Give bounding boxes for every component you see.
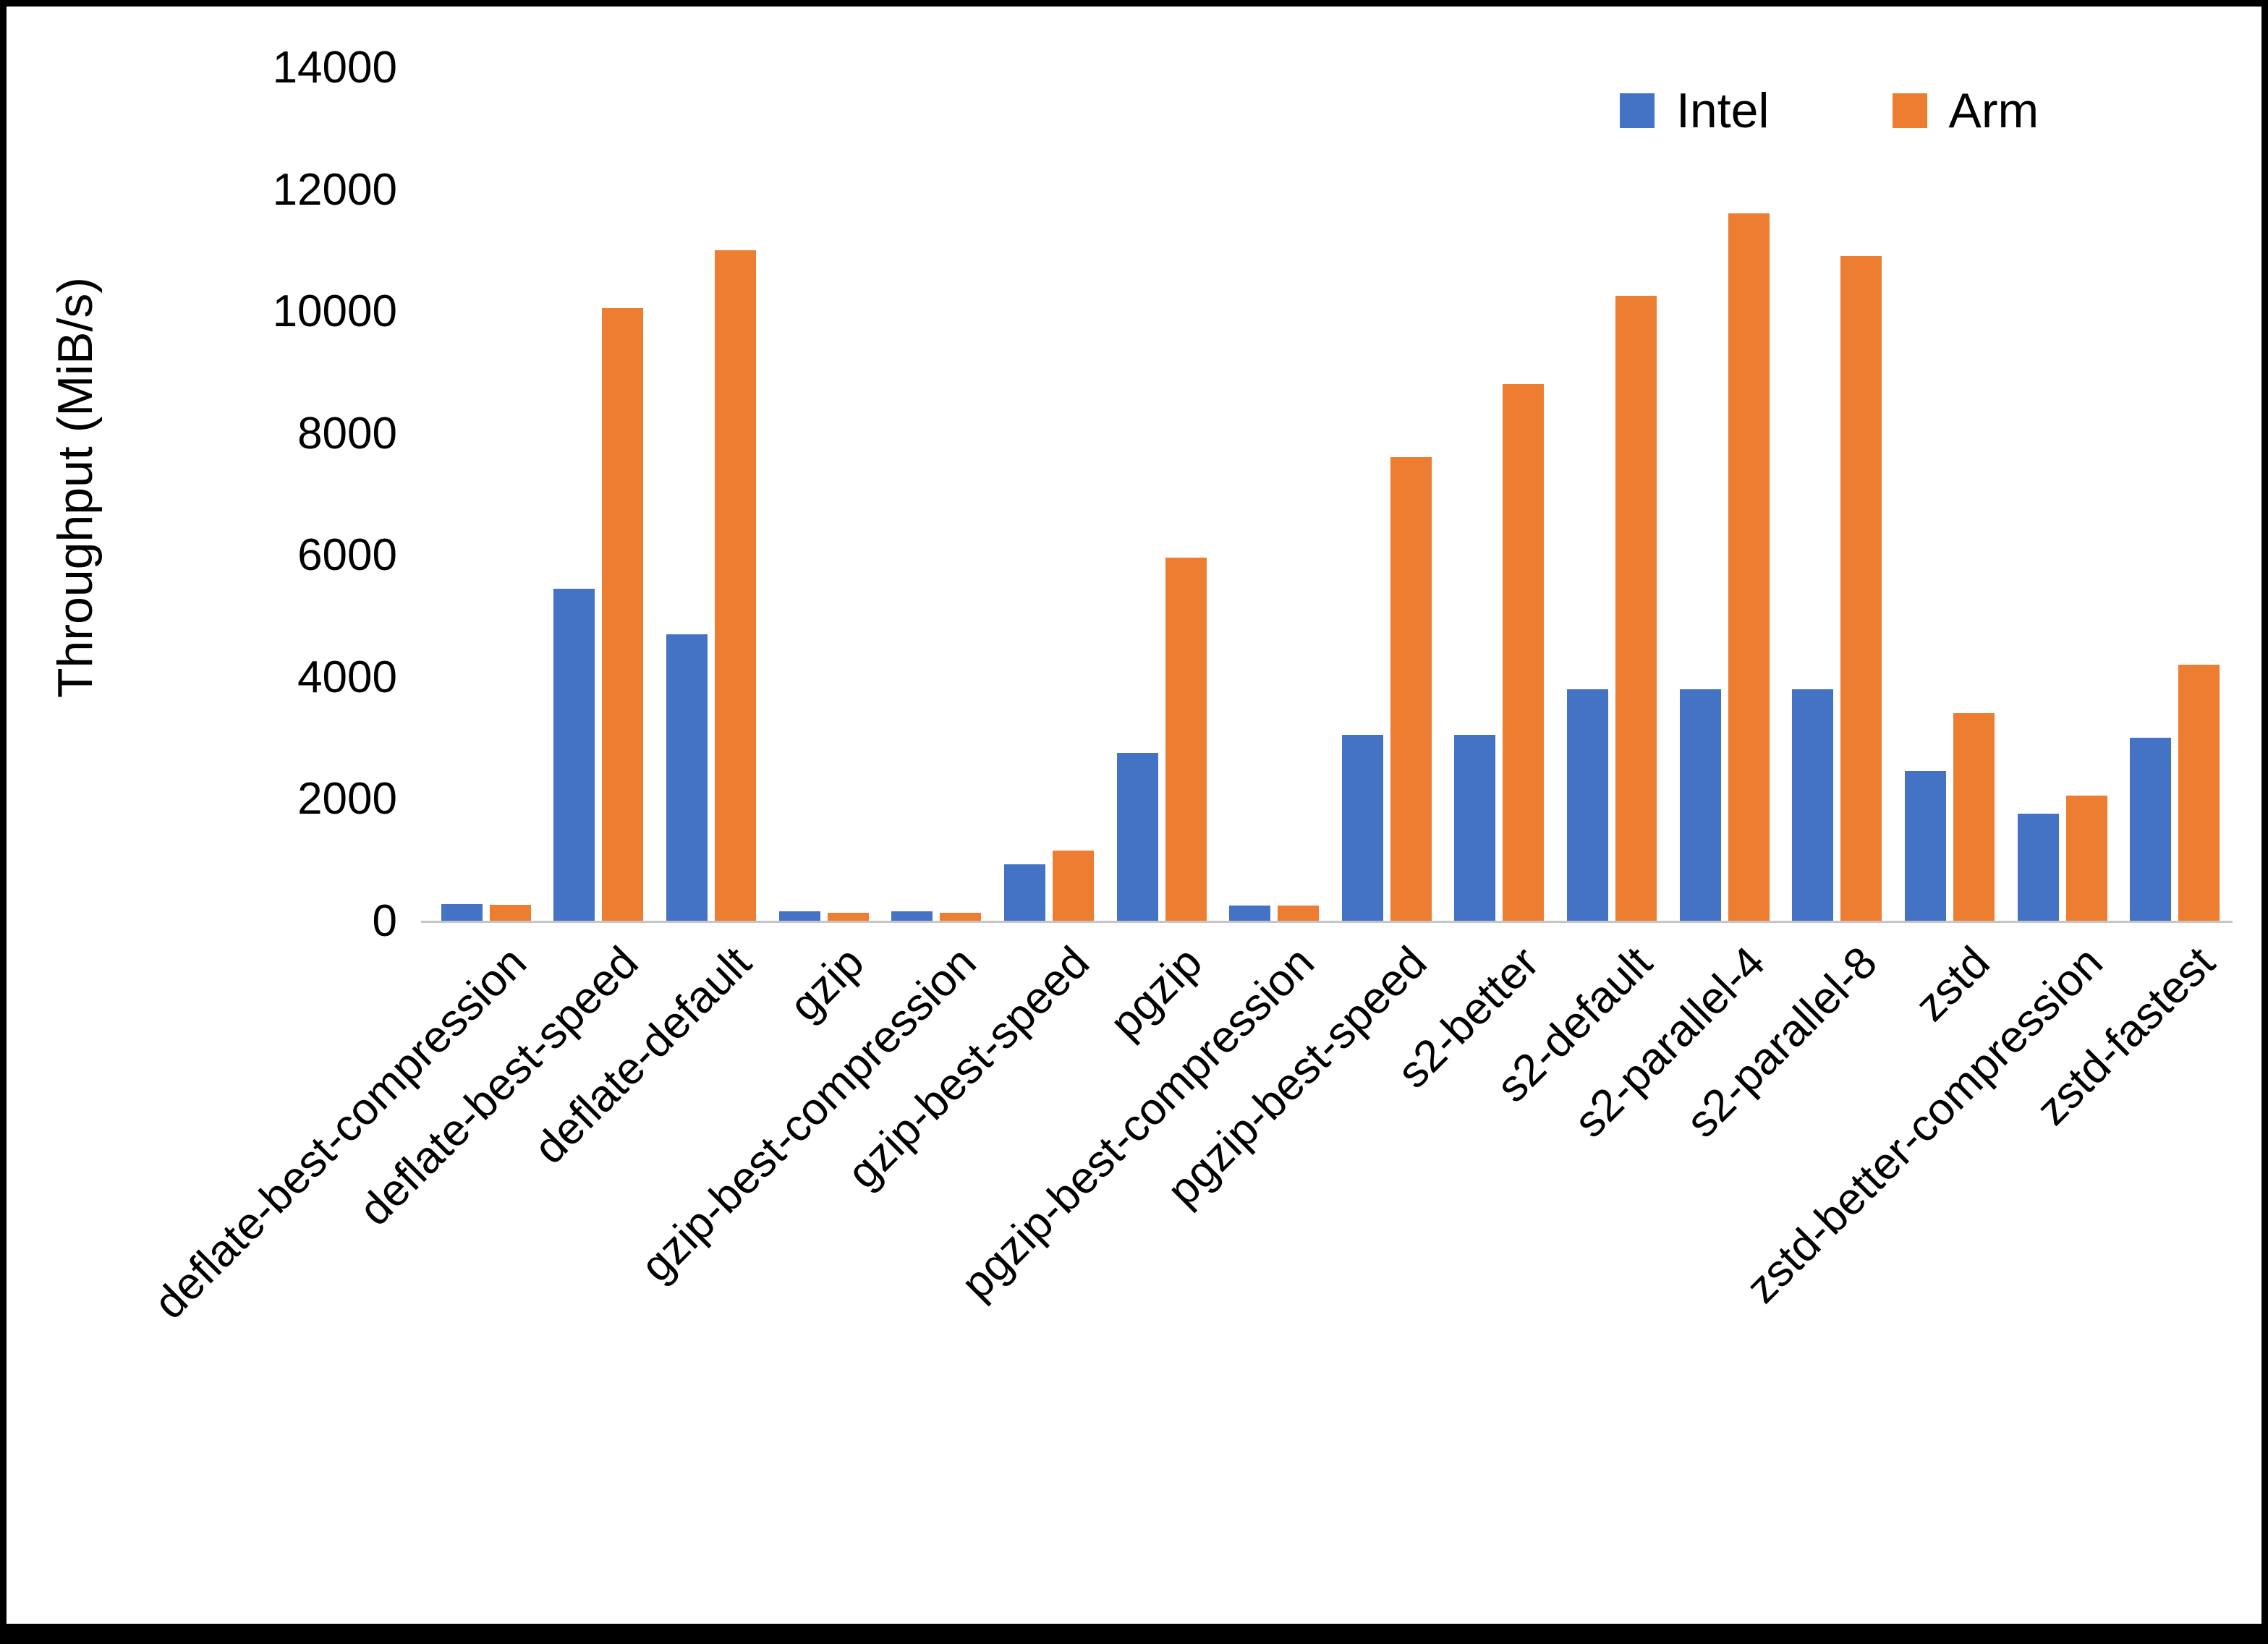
y-tick-label: 14000 xyxy=(272,43,397,93)
bar-intel-pgzip xyxy=(1117,753,1158,921)
bar-intel-gzip-best-speed xyxy=(1004,864,1045,921)
bar-arm-s2-better xyxy=(1503,384,1544,921)
bar-arm-pgzip xyxy=(1165,558,1207,921)
bar-arm-zstd xyxy=(1953,713,1995,921)
legend-swatch-arm xyxy=(1892,93,1927,128)
bar-arm-s2-parallel-4 xyxy=(1728,213,1770,921)
bar-intel-gzip-best-compression xyxy=(891,911,933,921)
y-tick-label: 2000 xyxy=(297,774,397,824)
legend-label-arm: Arm xyxy=(1948,83,2039,138)
y-axis-title: Throughput (MiB/s) xyxy=(48,277,103,698)
bar-intel-zstd-better-compression xyxy=(2018,814,2059,921)
x-category-label: gzip xyxy=(780,937,874,1031)
bar-intel-zstd-fastest xyxy=(2130,738,2171,921)
bar-arm-gzip xyxy=(828,913,869,921)
y-tick-label: 8000 xyxy=(297,409,397,459)
legend-label-intel: Intel xyxy=(1676,83,1770,138)
y-tick-label: 0 xyxy=(372,896,397,946)
y-tick-label: 12000 xyxy=(272,165,397,215)
bar-intel-deflate-best-compression xyxy=(441,904,483,921)
y-tick-label: 4000 xyxy=(297,652,397,702)
legend-item-arm: Arm xyxy=(1892,82,2039,139)
x-axis-line xyxy=(421,921,2233,923)
bar-intel-s2-parallel-4 xyxy=(1680,689,1721,921)
bar-arm-gzip-best-speed xyxy=(1053,851,1094,921)
bar-arm-pgzip-best-compression xyxy=(1278,906,1319,921)
bar-arm-deflate-best-compression xyxy=(490,905,531,921)
bar-arm-deflate-default xyxy=(715,250,756,921)
plot-area xyxy=(421,68,2233,923)
bar-arm-s2-default xyxy=(1615,296,1657,921)
bar-intel-s2-parallel-8 xyxy=(1792,689,1833,921)
bar-intel-deflate-best-speed xyxy=(553,589,595,921)
bar-arm-s2-parallel-8 xyxy=(1840,256,1882,921)
legend-item-intel: Intel xyxy=(1620,82,1770,139)
bar-intel-s2-better xyxy=(1454,735,1495,921)
bar-intel-gzip xyxy=(779,911,820,921)
bar-arm-zstd-fastest xyxy=(2178,665,2220,921)
legend-swatch-intel xyxy=(1620,93,1655,128)
bar-arm-pgzip-best-speed xyxy=(1390,457,1432,921)
bar-intel-pgzip-best-speed xyxy=(1342,735,1383,921)
x-category-label: zstd xyxy=(1906,937,2000,1031)
bar-intel-pgzip-best-compression xyxy=(1229,906,1270,921)
bar-arm-zstd-better-compression xyxy=(2066,796,2107,921)
bar-chart: Throughput (MiB/s) Intel Arm 0 2000 4000 60… xyxy=(7,7,2261,1624)
y-tick-label: 6000 xyxy=(297,530,397,580)
bar-intel-zstd xyxy=(1905,771,1946,921)
bar-arm-gzip-best-compression xyxy=(940,913,981,921)
legend: Intel Arm xyxy=(1620,82,2039,139)
bar-intel-deflate-default xyxy=(666,634,708,921)
y-tick-label: 10000 xyxy=(272,286,397,336)
bar-intel-s2-default xyxy=(1567,689,1608,921)
bar-arm-deflate-best-speed xyxy=(602,308,643,921)
